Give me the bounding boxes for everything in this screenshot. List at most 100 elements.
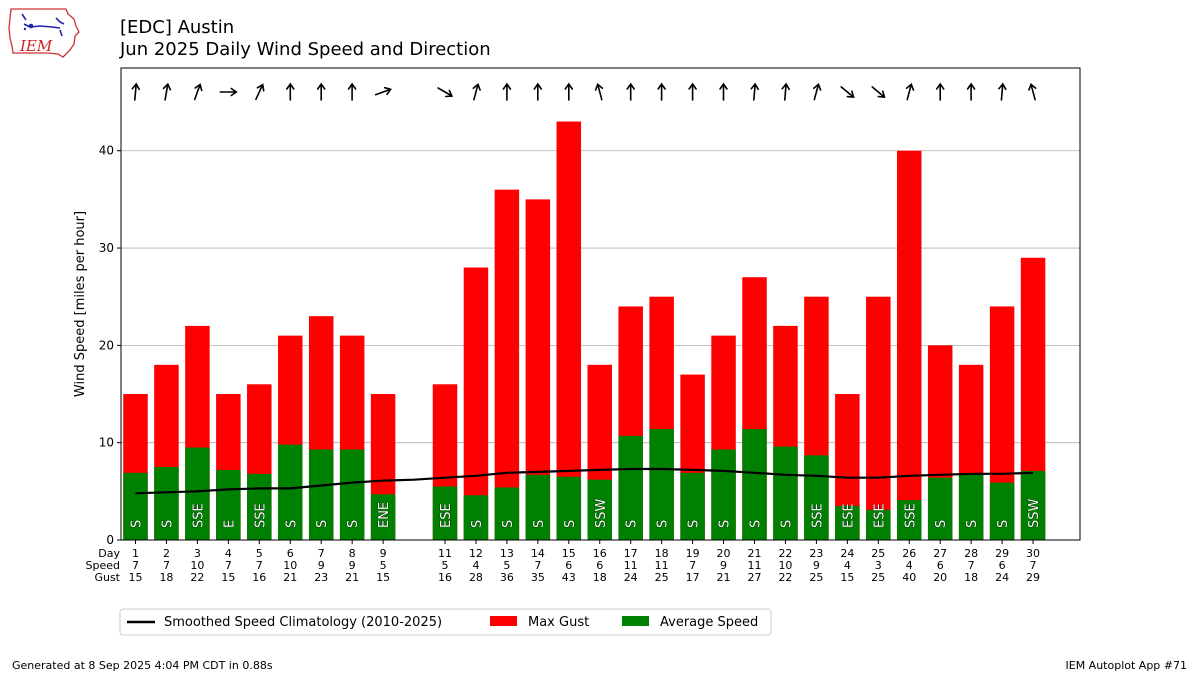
speed-label: 6 [937,559,944,572]
row-label: Gust [94,571,120,584]
gust-label: 36 [500,571,514,584]
legend-gust-swatch [490,616,517,626]
direction-label: SSW [1027,498,1042,528]
direction-label: S [130,520,145,528]
wind-arrow [626,82,635,101]
speed-label: 7 [256,559,263,572]
direction-label: S [779,520,794,528]
gust-label: 22 [778,571,792,584]
speed-bar [773,446,798,540]
gust-label: 25 [871,571,885,584]
gust-label: 15 [376,571,390,584]
gust-label: 21 [283,571,297,584]
speed-bar [339,449,365,540]
wind-arrow [502,82,512,101]
day-label: 7 [318,547,325,560]
y-tick-label: 40 [99,144,114,158]
gust-label: 24 [624,571,638,584]
speed-label: 7 [689,559,696,572]
direction-label: S [996,520,1011,528]
gust-label: 18 [593,571,607,584]
legend-climatology-label: Smoothed Speed Climatology (2010-2025) [164,615,442,630]
speed-label: 10 [190,559,204,572]
day-label: 5 [256,547,263,560]
wind-arrow [316,82,326,101]
wind-arrow [255,83,265,101]
direction-label: ESE [872,503,887,528]
speed-label: 4 [472,559,479,572]
speed-bar [370,494,396,540]
direction-label: SSW [594,498,609,528]
speed-bar [525,474,551,540]
direction-label: SSE [810,503,825,528]
wind-arrow [533,82,543,101]
speed-bar [804,455,829,540]
gust-label: 16 [252,571,266,584]
day-label: 9 [380,547,387,560]
gust-label: 21 [717,571,731,584]
direction-label: S [625,520,640,528]
day-label: 3 [194,547,201,560]
wind-arrow [193,83,203,101]
day-label: 4 [225,547,232,560]
wind-arrow [286,82,295,101]
y-tick-label: 10 [99,436,114,450]
chart-subtitle: Jun 2025 Daily Wind Speed and Direction [120,39,491,60]
wind-arrow [781,82,790,101]
speed-label: 11 [748,559,762,572]
speed-label: 6 [999,559,1006,572]
day-label: 14 [531,547,545,560]
wind-arrow [966,82,976,101]
wind-arrow [998,82,1007,101]
day-label: 15 [562,547,576,560]
direction-label: S [965,520,980,528]
gust-label: 24 [995,571,1009,584]
speed-bar [587,479,612,540]
gust-label: 25 [809,571,823,584]
gust-label: 25 [655,571,669,584]
speed-bar [308,449,334,540]
speed-label: 10 [283,559,297,572]
direction-label: S [718,520,733,528]
wind-arrow [750,82,759,101]
speed-bar [680,472,705,540]
legend-speed-label: Average Speed [660,615,758,630]
row-label: Speed [86,559,120,572]
wind-arrow [131,82,140,101]
day-label: 24 [840,547,854,560]
gust-label: 17 [686,571,700,584]
row-label: Day [98,547,120,560]
day-label: 26 [902,547,916,560]
speed-label: 6 [596,559,603,572]
direction-label: SSE [191,503,206,528]
speed-bar [897,500,922,540]
direction-label: S [284,520,299,528]
y-tick-label: 20 [99,338,114,352]
speed-bar [494,487,520,540]
direction-label: S [501,520,516,528]
day-label: 6 [287,547,294,560]
gust-label: 23 [314,571,328,584]
gust-bar [494,189,520,541]
legend-speed-swatch [622,616,649,626]
wind-arrow [219,87,238,97]
speed-bar [556,476,582,540]
direction-label: ENE [377,502,392,528]
day-label: 16 [593,547,607,560]
speed-label: 7 [225,559,232,572]
direction-label: S [346,520,361,528]
plot-frame [120,67,1081,541]
wind-arrow [871,86,886,98]
speed-label: 5 [442,559,449,572]
wind-arrow [813,82,822,101]
y-axis-label: Wind Speed [miles per hour] [73,211,88,397]
day-label: 8 [349,547,356,560]
speed-label: 7 [163,559,170,572]
day-label: 25 [871,547,885,560]
day-label: 23 [809,547,823,560]
speed-bar [618,435,643,540]
day-label: 22 [778,547,792,560]
speed-bar [866,509,891,540]
day-label: 30 [1026,547,1040,560]
speed-label: 9 [349,559,356,572]
